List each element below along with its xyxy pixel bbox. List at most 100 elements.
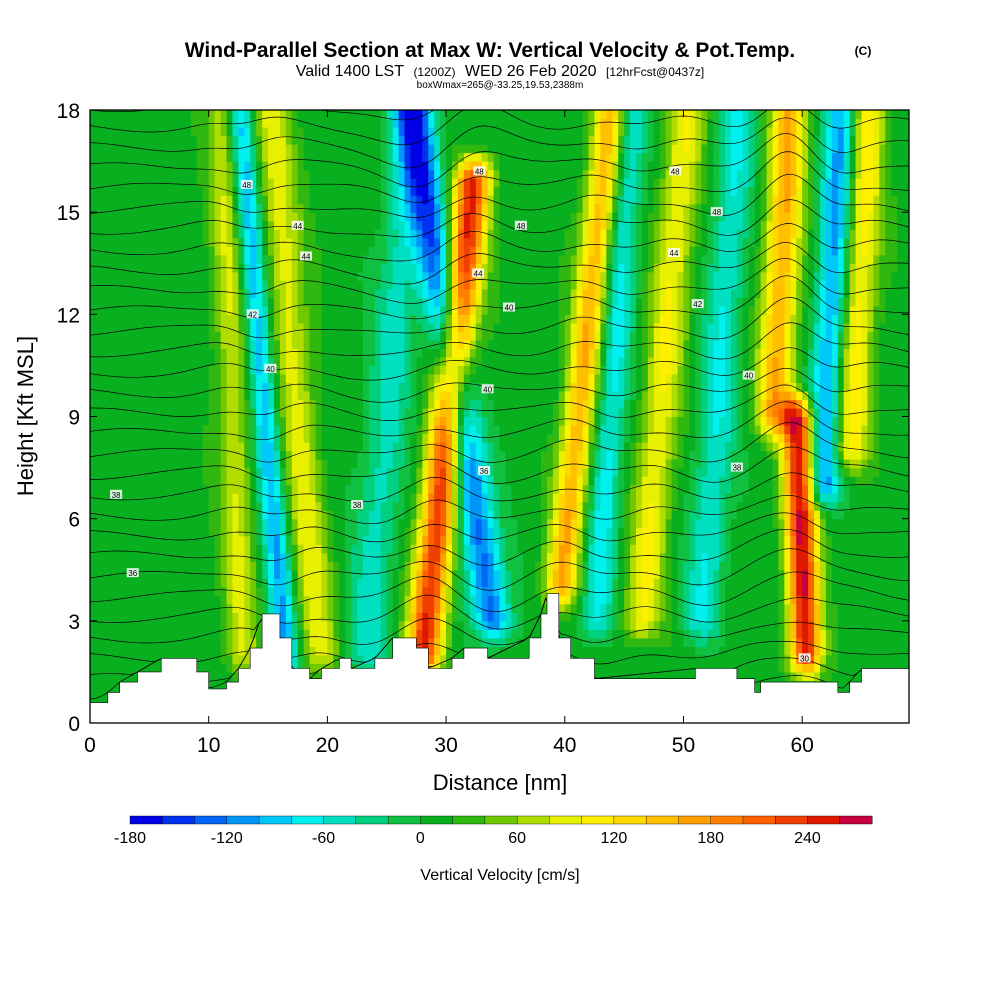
heat-cell bbox=[434, 322, 441, 332]
heat-cell bbox=[167, 535, 174, 545]
heat-cell bbox=[392, 569, 400, 579]
heat-cell bbox=[149, 280, 156, 290]
heat-cell bbox=[380, 433, 388, 443]
heat-cell bbox=[262, 280, 269, 290]
heat-cell bbox=[493, 322, 501, 332]
heat-cell bbox=[226, 510, 234, 520]
heat-cell bbox=[422, 535, 429, 545]
heat-cell bbox=[457, 110, 465, 120]
heat-cell bbox=[279, 229, 287, 239]
heat-cell bbox=[279, 271, 287, 281]
heat-cell bbox=[339, 569, 346, 579]
heat-cell bbox=[161, 416, 168, 426]
heat-cell bbox=[131, 407, 139, 418]
heat-cell bbox=[291, 237, 299, 247]
heat-cell bbox=[452, 552, 459, 562]
heat-cell bbox=[208, 646, 216, 656]
heat-cell bbox=[469, 331, 477, 341]
heat-cell bbox=[398, 544, 406, 554]
heat-cell bbox=[374, 390, 382, 401]
heat-cell bbox=[339, 314, 346, 324]
heat-cell bbox=[440, 271, 447, 281]
heat-cell bbox=[90, 459, 97, 469]
heat-cell bbox=[161, 135, 168, 145]
heat-cell bbox=[351, 152, 358, 162]
heat-cell bbox=[149, 288, 156, 298]
heat-cell bbox=[113, 620, 121, 630]
heat-cell bbox=[440, 246, 447, 256]
heat-cell bbox=[184, 297, 192, 307]
heat-cell bbox=[238, 620, 245, 630]
heat-cell bbox=[303, 510, 311, 520]
heat-cell bbox=[161, 476, 168, 486]
heat-cell bbox=[398, 493, 406, 503]
heat-cell bbox=[357, 612, 364, 622]
heat-cell bbox=[392, 467, 400, 477]
heat-cell bbox=[351, 484, 358, 494]
heat-cell bbox=[386, 603, 394, 613]
heat-cell bbox=[309, 178, 317, 188]
heat-cell bbox=[291, 510, 299, 520]
heat-cell bbox=[398, 161, 406, 171]
heat-cell bbox=[90, 339, 97, 349]
heat-cell bbox=[238, 254, 245, 264]
heat-cell bbox=[250, 612, 257, 622]
heat-cell bbox=[309, 331, 317, 341]
heat-cell bbox=[345, 459, 352, 469]
heat-cell bbox=[244, 195, 251, 205]
heat-cell bbox=[327, 314, 334, 324]
heat-cell bbox=[303, 390, 311, 401]
heat-cell bbox=[309, 348, 317, 358]
heat-cell bbox=[279, 382, 287, 392]
heat-cell bbox=[161, 263, 168, 273]
heat-cell bbox=[410, 561, 418, 571]
heat-cell bbox=[315, 246, 323, 256]
heat-cell bbox=[273, 280, 281, 290]
heat-cell bbox=[345, 356, 352, 367]
heat-cell bbox=[351, 416, 358, 426]
heat-cell bbox=[315, 288, 323, 298]
heat-cell bbox=[179, 390, 186, 401]
heat-cell bbox=[475, 195, 483, 205]
heat-cell bbox=[315, 178, 323, 188]
heat-cell bbox=[113, 331, 121, 341]
heat-cell bbox=[137, 629, 145, 639]
heat-cell bbox=[285, 314, 293, 324]
heat-cell bbox=[351, 356, 358, 367]
heat-cell bbox=[291, 297, 299, 307]
heat-cell bbox=[155, 433, 162, 443]
heat-cell bbox=[493, 297, 501, 307]
heat-cell bbox=[339, 612, 346, 622]
heat-cell bbox=[374, 442, 382, 452]
heat-cell bbox=[226, 229, 234, 239]
heat-cell bbox=[363, 433, 370, 443]
heat-cell bbox=[90, 280, 97, 290]
heat-cell bbox=[446, 246, 453, 256]
heat-cell bbox=[244, 237, 251, 247]
heat-cell bbox=[119, 288, 127, 298]
heat-cell bbox=[214, 654, 222, 664]
heat-cell bbox=[262, 501, 269, 511]
heat-cell bbox=[95, 688, 103, 699]
heat-cell bbox=[125, 629, 133, 639]
heat-cell bbox=[250, 339, 257, 349]
heat-cell bbox=[368, 637, 376, 647]
heat-cell bbox=[107, 178, 115, 188]
heat-cell bbox=[327, 518, 334, 528]
heat-cell bbox=[327, 620, 334, 630]
heat-cell bbox=[167, 152, 174, 162]
heat-cell bbox=[410, 552, 418, 562]
heat-cell bbox=[220, 297, 228, 307]
heat-cell bbox=[457, 348, 465, 358]
heat-cell bbox=[125, 433, 133, 443]
heat-cell bbox=[149, 484, 156, 494]
heat-cell bbox=[143, 416, 150, 426]
heat-cell bbox=[119, 416, 127, 426]
heat-cell bbox=[493, 382, 501, 392]
heat-cell bbox=[226, 603, 234, 613]
heat-cell bbox=[179, 322, 186, 332]
heat-cell bbox=[475, 110, 483, 120]
heat-cell bbox=[452, 373, 459, 384]
heat-cell bbox=[416, 586, 423, 596]
heat-cell bbox=[410, 203, 418, 213]
